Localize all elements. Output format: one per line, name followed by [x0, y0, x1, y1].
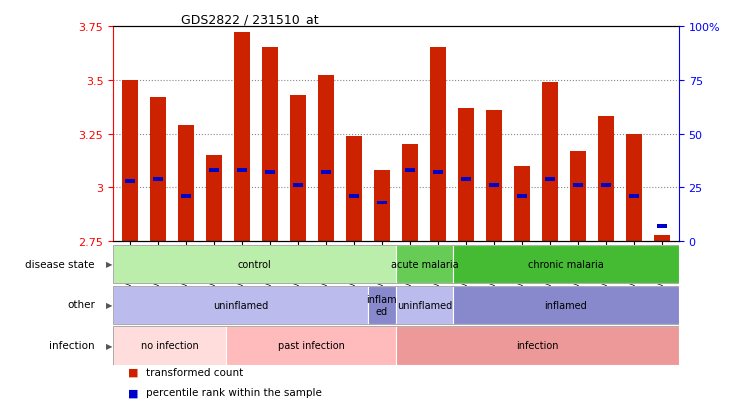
Bar [570, 152, 585, 242]
Text: disease state: disease state [26, 259, 95, 269]
Bar [629, 195, 639, 198]
Bar [626, 134, 642, 242]
Bar [113, 286, 368, 324]
Text: acute malaria: acute malaria [391, 259, 458, 269]
Bar [657, 225, 667, 228]
Bar [601, 184, 611, 188]
Text: transformed count: transformed count [146, 367, 243, 377]
Text: infection: infection [516, 341, 558, 351]
Text: infection: infection [50, 340, 95, 350]
Bar [321, 171, 331, 175]
Bar [405, 169, 415, 173]
Text: inflamed: inflamed [545, 300, 587, 310]
Bar [461, 178, 471, 181]
Bar [226, 327, 396, 365]
Text: no infection: no infection [141, 341, 199, 351]
Bar [453, 245, 679, 283]
Text: ▶: ▶ [106, 300, 112, 309]
Bar [262, 48, 277, 242]
Bar [396, 286, 453, 324]
Bar [396, 245, 453, 283]
Bar [153, 178, 163, 181]
Bar [209, 169, 219, 173]
Bar [150, 98, 166, 242]
Bar [374, 171, 390, 242]
Bar [453, 286, 679, 324]
Text: inflam
ed: inflam ed [366, 294, 397, 316]
Bar [207, 156, 222, 242]
Bar [486, 111, 502, 242]
Bar [237, 169, 247, 173]
Bar [545, 178, 555, 181]
Text: ▶: ▶ [106, 259, 112, 268]
Bar [234, 33, 250, 242]
Bar [318, 76, 334, 242]
Bar [346, 136, 362, 242]
Text: uninflamed: uninflamed [213, 300, 268, 310]
Text: past infection: past infection [277, 341, 345, 351]
Bar [517, 195, 527, 198]
Text: control: control [238, 259, 272, 269]
Bar [113, 245, 396, 283]
Bar [542, 83, 558, 242]
Text: chronic malaria: chronic malaria [528, 259, 604, 269]
Bar [458, 109, 474, 242]
Bar [377, 201, 387, 205]
Text: other: other [67, 299, 95, 310]
Text: ▶: ▶ [106, 341, 112, 350]
Bar [654, 235, 670, 242]
Bar [125, 180, 135, 183]
Bar [293, 184, 303, 188]
Text: ■: ■ [128, 367, 138, 377]
Text: GDS2822 / 231510_at: GDS2822 / 231510_at [181, 13, 319, 26]
Bar [113, 327, 226, 365]
Bar [291, 95, 306, 242]
Bar [178, 126, 193, 242]
Text: percentile rank within the sample: percentile rank within the sample [146, 387, 322, 397]
Bar [265, 171, 275, 175]
Bar [430, 48, 446, 242]
Bar [122, 81, 138, 242]
Bar [402, 145, 418, 242]
Bar [599, 117, 614, 242]
Bar [433, 171, 443, 175]
Bar [489, 184, 499, 188]
Bar [515, 166, 530, 242]
Bar [349, 195, 359, 198]
Text: ■: ■ [128, 387, 138, 397]
Bar [396, 327, 679, 365]
Bar [181, 195, 191, 198]
Bar [368, 286, 396, 324]
Text: uninflamed: uninflamed [396, 300, 452, 310]
Bar [573, 184, 583, 188]
